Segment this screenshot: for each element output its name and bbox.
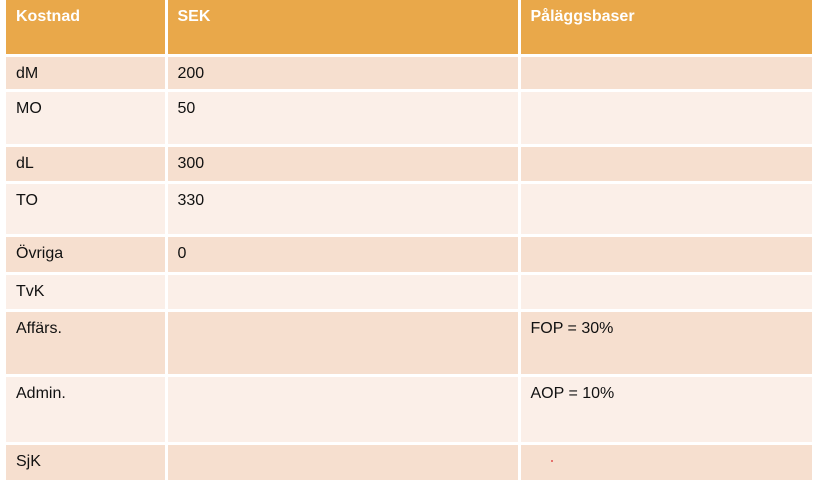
table-row: Övriga 0 bbox=[6, 235, 812, 275]
table-row: Affärs. FOP = 30% bbox=[6, 310, 812, 377]
cell-sek: 50 bbox=[166, 90, 521, 147]
header-kostnad: Kostnad bbox=[6, 0, 168, 57]
cell-sek bbox=[166, 375, 521, 445]
cost-table: Kostnad SEK Påläggsbaser dM 200 MO 50 dL… bbox=[6, 0, 812, 483]
cell-sek bbox=[166, 443, 521, 483]
cell-palaggsbaser bbox=[519, 273, 812, 312]
cell-kostnad: Övriga bbox=[6, 235, 168, 275]
table-row: Admin. AOP = 10% bbox=[6, 375, 812, 445]
cell-sek bbox=[166, 273, 521, 312]
cell-palaggsbaser bbox=[519, 182, 812, 237]
table-row: SjK bbox=[6, 443, 812, 483]
table-row: dL 300 bbox=[6, 145, 812, 184]
cell-palaggsbaser bbox=[519, 443, 812, 483]
cell-kostnad: Admin. bbox=[6, 375, 168, 445]
cell-kostnad: TvK bbox=[6, 273, 168, 312]
header-row: Kostnad SEK Påläggsbaser bbox=[6, 0, 812, 57]
cell-palaggsbaser bbox=[519, 145, 812, 184]
cell-kostnad: MO bbox=[6, 90, 168, 147]
cell-sek: 200 bbox=[166, 55, 521, 92]
cell-palaggsbaser bbox=[519, 235, 812, 275]
cell-palaggsbaser bbox=[519, 55, 812, 92]
cell-kostnad: dM bbox=[6, 55, 168, 92]
cell-sek: 0 bbox=[166, 235, 521, 275]
table-row: dM 200 bbox=[6, 55, 812, 92]
cell-palaggsbaser bbox=[519, 90, 812, 147]
cell-palaggsbaser: AOP = 10% bbox=[519, 375, 812, 445]
header-sek: SEK bbox=[166, 0, 521, 57]
table-row: TO 330 bbox=[6, 182, 812, 237]
cell-kostnad: dL bbox=[6, 145, 168, 184]
cell-palaggsbaser: FOP = 30% bbox=[519, 310, 812, 377]
table-row: TvK bbox=[6, 273, 812, 312]
cell-kostnad: SjK bbox=[6, 443, 168, 483]
cell-sek: 300 bbox=[166, 145, 521, 184]
header-palaggsbaser: Påläggsbaser bbox=[519, 0, 812, 57]
cell-sek: 330 bbox=[166, 182, 521, 237]
cell-kostnad: TO bbox=[6, 182, 168, 237]
pointer-dot bbox=[551, 460, 553, 462]
cell-kostnad: Affärs. bbox=[6, 310, 168, 377]
cell-sek bbox=[166, 310, 521, 377]
table-row: MO 50 bbox=[6, 90, 812, 147]
